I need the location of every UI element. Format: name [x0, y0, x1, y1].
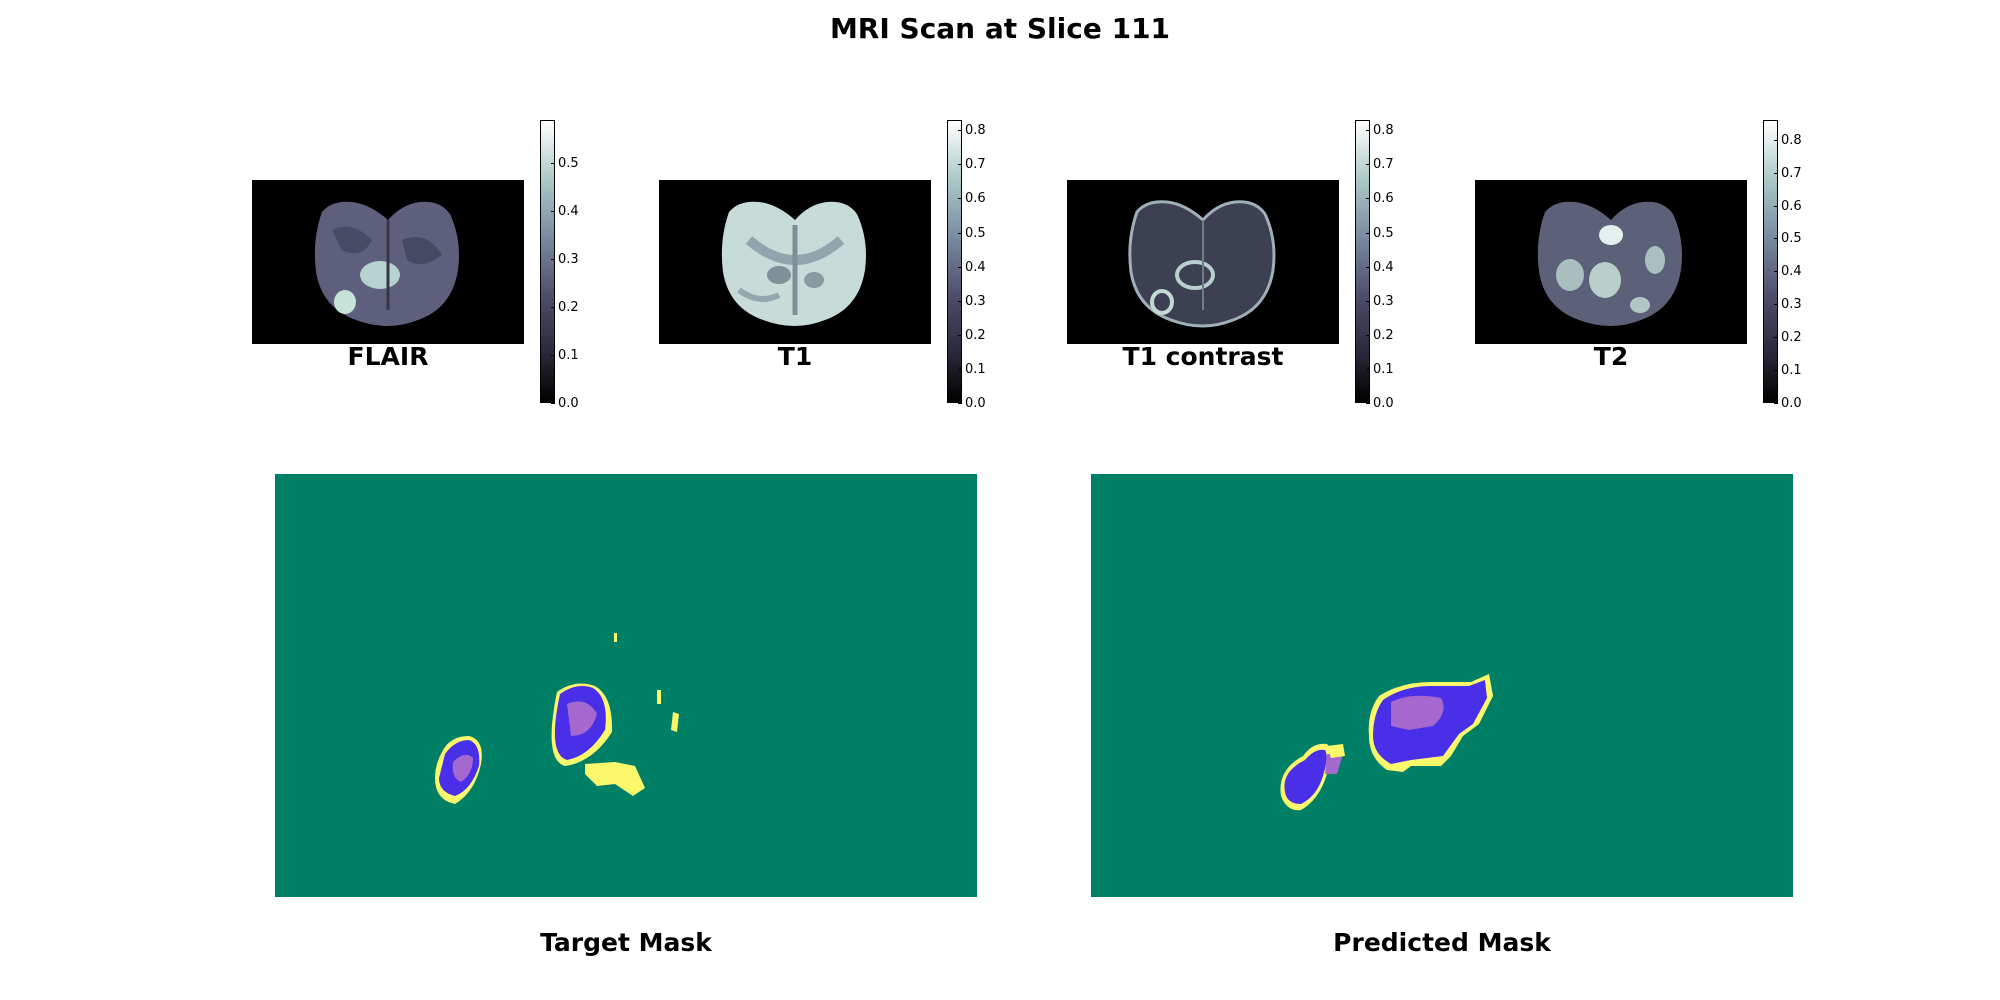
colorbar-tick-label: 0.2	[551, 301, 579, 314]
colorbar-tick-label: 0.3	[1366, 295, 1394, 308]
colorbar-tick-label: 0.6	[1774, 200, 1802, 213]
colorbar-tick-label: 0.4	[958, 261, 986, 274]
colorbar-tick-label: 0.2	[1774, 331, 1802, 344]
colorbar-tick-label: 0.4	[1774, 265, 1802, 278]
colorbar-tick-label: 0.7	[958, 158, 986, 171]
colorbar-tick-label: 0.5	[551, 157, 579, 170]
colorbar-tick-label: 0.5	[958, 227, 986, 240]
colorbar-tick-label: 0.6	[958, 192, 986, 205]
colorbar-tick-label: 0.2	[958, 329, 986, 342]
colorbar-tick-label: 0.0	[1366, 397, 1394, 410]
t1-label: T1	[777, 342, 813, 371]
flair-colorbar-ticks: 0.0 0.1 0.2 0.3 0.4 0.5	[551, 120, 605, 410]
t2-colorbar-ticks: 0.0 0.1 0.2 0.3 0.4 0.5 0.6 0.7 0.8	[1774, 120, 1828, 410]
t1-contrast-colorbar-ticks: 0.0 0.1 0.2 0.3 0.4 0.5 0.6 0.7 0.8	[1366, 120, 1420, 410]
t1-contrast-scan-image	[1067, 180, 1339, 344]
colorbar-tick-label: 0.0	[958, 397, 986, 410]
flair-scan-image	[252, 180, 524, 344]
colorbar-tick-label: 0.0	[551, 397, 579, 410]
figure-title: MRI Scan at Slice 111	[829, 12, 1171, 45]
t1-contrast-label: T1 contrast	[1122, 342, 1284, 371]
colorbar-tick-label: 0.3	[551, 253, 579, 266]
t2-colorbar	[1763, 120, 1778, 403]
colorbar-tick-label: 0.6	[1366, 192, 1394, 205]
colorbar-tick-label: 0.4	[1366, 261, 1394, 274]
t1-colorbar-ticks: 0.0 0.1 0.2 0.3 0.4 0.5 0.6 0.7 0.8	[958, 120, 1012, 410]
flair-label: FLAIR	[347, 342, 429, 371]
colorbar-tick-label: 0.8	[958, 124, 986, 137]
colorbar-tick-label: 0.5	[1366, 227, 1394, 240]
t2-label: T2	[1593, 342, 1629, 371]
colorbar-tick-label: 0.8	[1774, 134, 1802, 147]
colorbar-tick-label: 0.7	[1774, 167, 1802, 180]
colorbar-tick-label: 0.7	[1366, 158, 1394, 171]
colorbar-tick-label: 0.0	[1774, 397, 1802, 410]
t1-scan-image	[659, 180, 931, 344]
colorbar-tick-label: 0.1	[958, 363, 986, 376]
t1-contrast-colorbar	[1355, 120, 1370, 403]
colorbar-tick-label: 0.3	[958, 295, 986, 308]
t1-colorbar	[947, 120, 962, 403]
t2-scan-image	[1475, 180, 1747, 344]
colorbar-tick-label: 0.1	[551, 349, 579, 362]
predicted-mask-label: Predicted Mask	[1333, 928, 1551, 957]
target-mask-label: Target Mask	[540, 928, 712, 957]
colorbar-tick-label: 0.1	[1366, 363, 1394, 376]
colorbar-tick-label: 0.1	[1774, 364, 1802, 377]
colorbar-tick-label: 0.4	[551, 205, 579, 218]
colorbar-tick-label: 0.8	[1366, 124, 1394, 137]
colorbar-tick-label: 0.2	[1366, 329, 1394, 342]
predicted-mask-image	[1091, 474, 1793, 897]
target-mask-image	[275, 474, 977, 897]
colorbar-tick-label: 0.3	[1774, 298, 1802, 311]
flair-colorbar	[540, 120, 555, 403]
colorbar-tick-label: 0.5	[1774, 232, 1802, 245]
